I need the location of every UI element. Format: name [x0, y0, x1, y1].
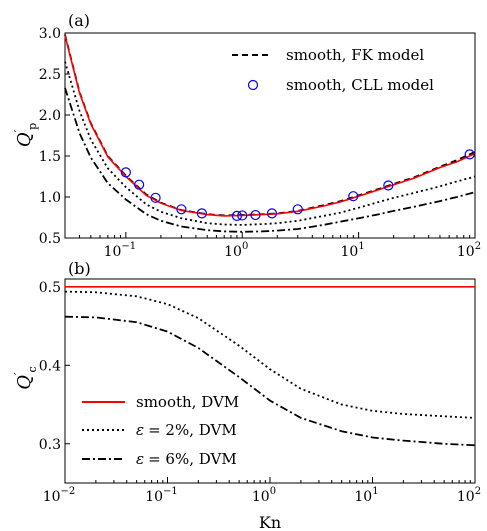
panel-a-marker — [237, 210, 248, 221]
panel-b-ylabel-main: Q — [14, 375, 35, 390]
panel-a-xtick-label: 102 — [457, 241, 481, 260]
panel-b-ytick-label: 0.3 — [39, 437, 61, 453]
panel-b-series-dotted — [64, 290, 476, 419]
panel-b-ylabel-sub: c — [26, 366, 39, 372]
panel-a: (a) Q′p 0.51.01.52.02.53.010−1 100 101 102 … — [12, 11, 481, 260]
legend-b-label-eps6: ε = 6%, DVM — [136, 450, 237, 468]
panel-a-marker — [176, 204, 187, 215]
panel-b-xlabel: Kn — [259, 513, 281, 531]
panel-a-xtick-label: 101 — [341, 241, 365, 260]
panel-a-ytick-label: 2.5 — [39, 67, 61, 83]
panel-a-ylabel: Q′p — [12, 123, 39, 147]
panel-a-ylabel-main: Q — [14, 132, 35, 147]
legend-b-eps6-text: = 6%, DVM — [148, 450, 237, 468]
panel-a-marker — [196, 208, 207, 219]
legend-a-label-fk: smooth, FK model — [286, 46, 424, 64]
panel-a-marker — [292, 204, 303, 215]
panel-b-ylabel-prime: ′ — [12, 372, 25, 375]
panel-a-marker — [134, 179, 145, 190]
panel-a-xtick-label: 10−1 — [104, 241, 137, 260]
panel-a-marker — [266, 208, 278, 219]
panel-a-marker — [464, 149, 475, 160]
panel-b-ylabel: Q′c — [12, 366, 39, 389]
legend-b-label-eps2: ε = 2%, DVM — [136, 421, 237, 439]
panel-a-ytick-label: 0.5 — [39, 231, 61, 247]
panel-b-series — [64, 285, 476, 447]
legend-b-eps6-symbol: ε — [136, 450, 144, 468]
panel-a-series-dashdot — [64, 87, 476, 233]
panel-a-legend: smooth, FK model smooth, CLL model — [232, 46, 434, 94]
panel-a-marker — [250, 209, 261, 221]
panel-a-ylabel-sub: p — [26, 123, 39, 130]
panel-b-series-dashdot — [64, 315, 476, 447]
panel-a-ylabel-prime: ′ — [12, 129, 25, 132]
panel-b-label: (b) — [68, 259, 91, 278]
panel-b-xtick-label: 10−1 — [145, 486, 178, 505]
panel-b-xtick-label: 10−2 — [43, 486, 76, 505]
panel-a-marker — [150, 192, 161, 203]
panel-b-ytick-label: 0.5 — [39, 280, 61, 296]
panel-a-marker — [231, 210, 243, 221]
panel-a-series — [64, 34, 476, 233]
panel-a-xtick-label: 100 — [224, 241, 248, 260]
panel-a-frame — [64, 32, 476, 239]
panel-a-marker — [348, 191, 359, 202]
panel-a-ytick-label: 1.5 — [39, 149, 61, 165]
panel-b-xtick-label: 101 — [354, 486, 378, 505]
legend-b-eps2-symbol: ε — [136, 421, 144, 439]
panel-b-ticks: 0.3 0.4 0.5 10−2 10−1 100 101 102 — [39, 280, 481, 505]
legend-b-label-smooth: smooth, DVM — [136, 393, 239, 411]
panel-a-series-solid — [64, 35, 476, 217]
panel-a-marker — [383, 180, 394, 191]
panel-b-frame — [64, 278, 476, 484]
legend-a-label-cll: smooth, CLL model — [286, 76, 434, 94]
panel-b: (b) Q′c Kn 0.3 0.4 0.5 10−2 10−1 100 101 102 sm… — [12, 259, 481, 531]
panel-b-xtick-label: 102 — [457, 486, 481, 505]
panel-b-ytick-label: 0.4 — [39, 358, 61, 374]
legend-b-eps2-text: = 2%, DVM — [148, 421, 237, 439]
panel-b-legend: smooth, DVM ε = 2%, DVM ε = 6%, DVM — [82, 393, 239, 468]
legend-a-marker-cll — [247, 79, 259, 91]
panel-a-ytick-label: 2.0 — [39, 108, 61, 124]
panel-b-xtick-label: 100 — [252, 486, 276, 505]
panel-a-ytick-label: 1.0 — [39, 190, 61, 206]
panel-a-ytick-label: 3.0 — [39, 26, 61, 42]
panel-a-ticks: 0.5 1.0 1.5 2.0 2.5 3.0 10−1 100 101 102 — [39, 26, 481, 260]
panel-a-marker — [120, 167, 131, 178]
panel-a-label: (a) — [68, 11, 90, 30]
